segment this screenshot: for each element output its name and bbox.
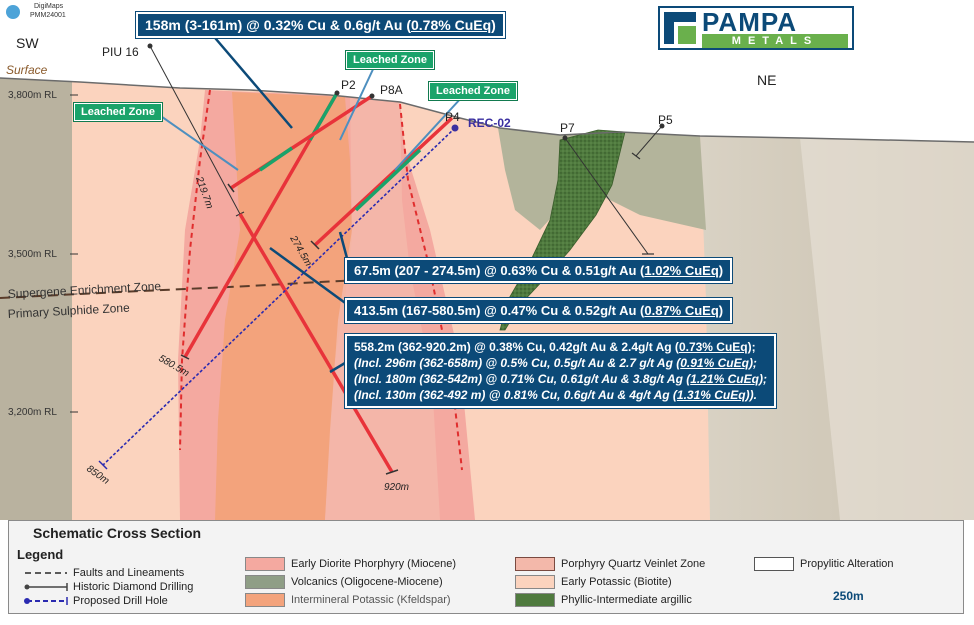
callout-67m: 67.5m (207 - 274.5m) @ 0.63% Cu & 0.51g/… — [345, 258, 733, 283]
callout-413m-text: 413.5m (167-580.5m) @ 0.47% Cu & 0.52g/t… — [354, 303, 645, 318]
callout-558m-line1: 558.2m (362-920.2m) @ 0.38% Cu, 0.42g/t … — [354, 340, 756, 354]
callout-558m-line2: (Incl. 296m (362-658m) @ 0.5% Cu, 0.5g/t… — [354, 356, 757, 370]
logo-word-metals: METALS — [702, 34, 848, 48]
badge-line1: DigiMaps — [34, 3, 64, 10]
callout-413m: 413.5m (167-580.5m) @ 0.47% Cu & 0.52g/t… — [345, 298, 733, 323]
hole-label-p8a: P8A — [380, 83, 403, 97]
hole-p7-trace — [564, 137, 649, 255]
intermineral-potassic-zone — [215, 92, 352, 520]
surface-label: Surface — [6, 63, 48, 77]
swatch-diorite — [245, 557, 285, 571]
hole-rec02-proposed — [102, 127, 456, 466]
callout-158m-eq: 0.78% CuEq — [411, 17, 492, 33]
legend-quartz: Porphyry Quartz Veinlet Zone — [561, 558, 706, 570]
legend-phyllic: Phyllic-Intermediate argillic — [561, 594, 692, 606]
legend-heading: Legend — [17, 547, 64, 562]
pampa-metals-logo: PAMPA METALS — [658, 6, 854, 50]
sw-label: SW — [16, 35, 39, 51]
primary-label: Primary Sulphide Zone — [7, 301, 130, 321]
legend-proposed: Proposed Drill Hole — [73, 595, 168, 607]
hole-p5-trace — [635, 125, 663, 157]
swatch-early-potassic — [515, 575, 555, 589]
hole-label-rec02: REC-02 — [468, 116, 511, 130]
hole-920m-trace — [238, 213, 394, 473]
surface-line — [0, 77, 974, 143]
legend-title: Schematic Cross Section — [33, 525, 202, 541]
hole-label-p5: P5 — [658, 113, 673, 127]
leached-zone-label-3: Leached Zone — [429, 82, 517, 100]
leached-zone-label-1: Leached Zone — [74, 103, 162, 121]
legend-historic: Historic Diamond Drilling — [73, 581, 194, 593]
elevation-ticks — [70, 94, 78, 413]
legend-early-potassic: Early Potassic (Biotite) — [561, 576, 672, 588]
leached-zone-label-2: Leached Zone — [346, 51, 434, 69]
callout-558m-line4: (Incl. 130m (362-492 m) @ 0.81% Cu, 0.6g… — [354, 388, 757, 402]
contact-dashed-left — [179, 89, 211, 451]
legend-diorite: Early Diorite Phorphyry (Miocene) — [291, 558, 457, 570]
swatch-propylitic — [754, 557, 794, 571]
hole-p8a-trace — [230, 94, 373, 190]
callout-158m: 158m (3-161m) @ 0.32% Cu & 0.6g/t Au (0.… — [136, 12, 505, 38]
callout-558m-line3: (Incl. 180m (362-542m) @ 0.71% Cu, 0.61g… — [354, 372, 767, 386]
badge-line2: PMM24001 — [30, 12, 66, 19]
ne-label: NE — [757, 72, 776, 88]
logo-word-pampa: PAMPA — [702, 7, 798, 37]
left-alteration-zone — [0, 78, 72, 520]
hole-label-p2: P2 — [341, 78, 356, 92]
swatch-quartz — [515, 557, 555, 571]
hole-label-p7: P7 — [560, 121, 575, 135]
elevation-3800: 3,800m RL — [8, 90, 57, 101]
hole-p4-trace — [313, 116, 454, 247]
depth-920: 920m — [384, 482, 409, 493]
elevation-3500: 3,500m RL — [8, 249, 57, 260]
legend-propylitic: Propylitic Alteration — [800, 558, 894, 570]
elevation-3200: 3,200m RL — [8, 407, 57, 418]
swatch-phyllic — [515, 593, 555, 607]
hole-label-p4: P4 — [445, 110, 460, 124]
callout-413m-eq: 0.87% CuEq — [644, 303, 719, 318]
callout-leaders — [154, 31, 463, 374]
logo-mark-icon — [664, 12, 696, 44]
legend-faults: Faults and Lineaments — [73, 567, 185, 579]
globe-icon — [6, 5, 20, 19]
callout-67m-eq: 1.02% CuEq — [644, 263, 719, 278]
callout-558m: 558.2m (362-920.2m) @ 0.38% Cu, 0.42g/t … — [345, 334, 776, 408]
swatch-intermineral — [245, 593, 285, 607]
scale-label: 250m — [833, 589, 864, 603]
swatch-volcanics — [245, 575, 285, 589]
hole-piu16-trace — [149, 45, 241, 215]
legend-panel: Schematic Cross Section Legend Faults an… — [8, 520, 964, 614]
supergene-boundary-line — [0, 277, 401, 299]
callout-67m-text: 67.5m (207 - 274.5m) @ 0.63% Cu & 0.51g/… — [354, 263, 645, 278]
hole-label-piu16: PIU 16 — [102, 45, 139, 59]
legend-intermineral: Intermineral Potassic (Kfeldspar) — [291, 594, 451, 606]
legend-volcanics: Volcanics (Oligocene-Miocene) — [291, 576, 443, 588]
legend-line-symbols — [24, 572, 68, 605]
callout-158m-text: 158m (3-161m) @ 0.32% Cu & 0.6g/t Au ( — [145, 17, 411, 33]
